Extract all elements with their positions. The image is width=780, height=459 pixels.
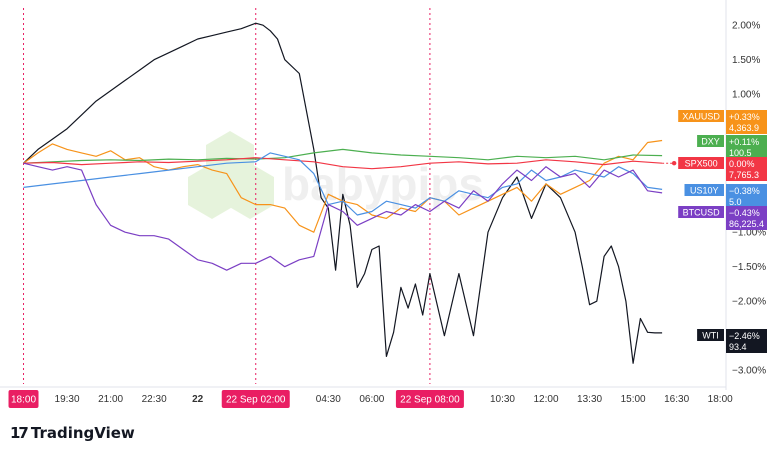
time-highlight-badge xyxy=(8,390,39,408)
legend-name-badge-dxy[interactable] xyxy=(697,135,724,147)
y-tick-label: −1.50% xyxy=(732,262,766,273)
legend-change-spx500: 0.00% xyxy=(729,159,755,169)
legend-price-wti: 93.4 xyxy=(729,342,747,352)
legend-name-xauusd: XAUUSD xyxy=(682,112,720,122)
spx500-last-point xyxy=(671,161,677,166)
y-tick-label: 1.50% xyxy=(732,55,760,66)
babypips-watermark: babypips xyxy=(188,131,484,219)
x-tick-label: 19:30 xyxy=(55,394,80,405)
y-tick-label: −2.00% xyxy=(732,297,766,308)
legend-name-wti: WTI xyxy=(702,331,719,341)
x-tick-label: 10:30 xyxy=(490,394,515,405)
legend-value-badge-dxy xyxy=(726,135,767,159)
legend-name-badge-btcusd[interactable] xyxy=(678,206,724,218)
series-line-btcusd[interactable] xyxy=(23,162,663,271)
legend-name-badge-us10y[interactable] xyxy=(684,184,725,196)
x-tick-label: 04:30 xyxy=(316,394,341,405)
svg-text:babypips: babypips xyxy=(282,158,484,210)
legend-change-xauusd: +0.33% xyxy=(729,112,760,122)
legend-name-us10y: US10Y xyxy=(690,186,719,196)
x-tick-label: 06:00 xyxy=(359,394,384,405)
legend-value-badge-spx500 xyxy=(726,157,767,181)
series-line-dxy[interactable] xyxy=(23,148,663,164)
y-tick-label: −1.00% xyxy=(732,228,766,239)
x-tick-label: 22 xyxy=(192,394,204,405)
legend-value-badge-btcusd xyxy=(726,206,767,230)
time-highlight-badge xyxy=(221,390,290,408)
time-highlight-label: 22 Sep 02:00 xyxy=(226,395,286,406)
legend-name-btcusd: BTCUSD xyxy=(683,208,721,218)
legend-change-dxy: +0.11% xyxy=(729,137,759,147)
x-tick-label: 18:00 xyxy=(708,394,733,405)
tradingview-logo-icon: 17 xyxy=(10,424,29,442)
y-tick-label: −3.00% xyxy=(732,366,766,377)
legend-name-dxy: DXY xyxy=(701,137,720,147)
legend-value-badge-wti xyxy=(726,329,767,353)
x-tick-label: 22:30 xyxy=(142,394,167,405)
legend-price-us10y: 5.0 xyxy=(729,197,742,207)
legend-price-btcusd: 86,225.4 xyxy=(729,219,764,229)
legend-change-wti: −2.46% xyxy=(729,331,760,341)
tradingview-wordmark: TradingView xyxy=(30,424,135,442)
y-tick-label: 2.00% xyxy=(732,21,760,32)
x-tick-label: 12:00 xyxy=(534,394,559,405)
time-highlight-label: 18:00 xyxy=(11,395,36,406)
x-tick-label: 13:30 xyxy=(577,394,602,405)
x-tick-label: 16:30 xyxy=(664,394,689,405)
legend-name-badge-spx500[interactable] xyxy=(678,157,724,169)
x-tick-label: 21:00 xyxy=(98,394,123,405)
legend-price-xauusd: 4,363.9 xyxy=(729,123,759,133)
y-tick-label: 1.00% xyxy=(732,90,760,101)
series-line-wti[interactable] xyxy=(23,22,663,364)
legend-price-dxy: 100.5 xyxy=(729,148,752,158)
legend-change-us10y: −0.38% xyxy=(729,186,760,196)
legend-change-btcusd: −0.43% xyxy=(729,208,760,218)
series-line-us10y[interactable] xyxy=(23,152,663,216)
legend-value-badge-us10y xyxy=(726,184,767,208)
legend-value-badge-xauusd xyxy=(726,110,767,134)
series-line-spx500[interactable] xyxy=(23,157,663,170)
legend-name-spx500: SPX500 xyxy=(685,159,718,169)
tradingview-brand[interactable]: 17 TradingView xyxy=(10,424,135,442)
x-tick-label: 15:00 xyxy=(621,394,646,405)
legend-name-badge-wti[interactable] xyxy=(697,329,724,341)
time-highlight-badge xyxy=(395,390,464,408)
legend-name-badge-xauusd[interactable] xyxy=(678,110,724,122)
time-highlight-label: 22 Sep 08:00 xyxy=(400,395,460,406)
legend-price-spx500: 7,765.3 xyxy=(729,170,759,180)
